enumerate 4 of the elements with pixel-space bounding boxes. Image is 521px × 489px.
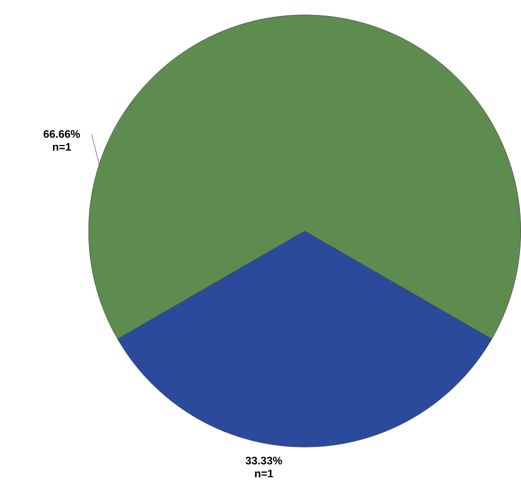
data-label: 33.33%	[246, 456, 282, 465]
data-label: 66.66%	[44, 130, 80, 138]
slice-label: n=1	[52, 143, 71, 151]
slice-label: n=1	[255, 470, 274, 478]
